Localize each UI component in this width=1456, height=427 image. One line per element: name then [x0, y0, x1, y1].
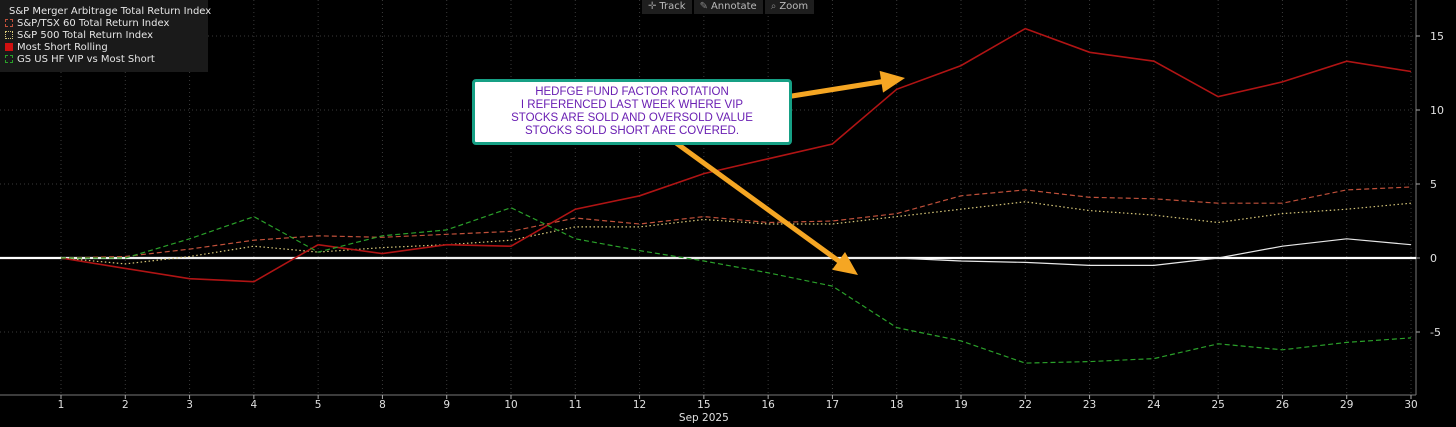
x-tick-label: 18	[890, 399, 903, 411]
arrow-to-vip	[669, 137, 842, 264]
arrow-to-vip-head	[832, 252, 858, 275]
x-tick-label: 16	[761, 399, 775, 411]
arrow-to-most-short-head	[879, 70, 905, 93]
y-tick-label: 10	[1430, 104, 1444, 117]
y-tick-label: 5	[1430, 178, 1437, 191]
x-tick-label: 8	[379, 399, 386, 411]
legend-label: Most Short Rolling	[17, 41, 108, 53]
legend-item[interactable]: Most Short Rolling	[0, 41, 208, 53]
legend-label: S&P Merger Arbitrage Total Return Index	[9, 5, 212, 17]
x-tick-label: 3	[186, 399, 193, 411]
x-tick-label: 25	[1211, 399, 1224, 411]
legend-item[interactable]: GS US HF VIP vs Most Short	[0, 53, 208, 65]
y-tick-label: 15	[1430, 30, 1444, 43]
x-tick-label: 22	[1019, 399, 1032, 411]
annotation-callout: HEDFGE FUND FACTOR ROTATION I REFERENCED…	[472, 79, 792, 145]
chart-toolbar: ✛ Track ✎ Annotate ⌕ Zoom	[642, 0, 816, 14]
callout-line: HEDFGE FUND FACTOR ROTATION	[535, 86, 729, 98]
series-line	[60, 186, 1412, 259]
crosshair-icon: ✛	[648, 1, 657, 12]
x-tick-label: 2	[122, 399, 129, 411]
x-tick-label: 19	[954, 399, 967, 411]
x-tick-label: 30	[1404, 399, 1417, 411]
legend: S&P Merger Arbitrage Total Return Index …	[0, 0, 212, 72]
legend-item[interactable]: S&P Merger Arbitrage Total Return Index	[0, 5, 212, 17]
series-line	[61, 207, 1412, 364]
series-line	[60, 201, 1412, 265]
x-tick-label: 23	[1083, 399, 1096, 411]
legend-item[interactable]: S&P 500 Total Return Index	[0, 29, 208, 41]
x-tick-label: 4	[251, 399, 258, 411]
legend-label: S&P 500 Total Return Index	[17, 29, 154, 41]
x-tick-label: 29	[1340, 399, 1353, 411]
x-axis-label: Sep 2025	[679, 412, 729, 424]
series-line	[60, 27, 1412, 283]
x-tick-label: 17	[826, 399, 839, 411]
callout-line: STOCKS SOLD SHORT ARE COVERED.	[524, 125, 740, 137]
arrow-to-most-short	[789, 79, 884, 99]
legend-label: S&P/TSX 60 Total Return Index	[17, 17, 170, 29]
x-tick-label: 9	[443, 399, 450, 411]
x-tick-label: 15	[697, 399, 710, 411]
track-button[interactable]: ✛ Track	[642, 0, 692, 14]
y-tick-label: 0	[1430, 252, 1437, 265]
legend-swatch	[5, 19, 13, 27]
legend-label: GS US HF VIP vs Most Short	[17, 53, 155, 65]
series-lines	[0, 27, 1416, 364]
callout-line: I REFERENCED LAST WEEK WHERE VIP	[520, 99, 744, 111]
series-line	[61, 238, 1412, 266]
annotate-button[interactable]: ✎ Annotate	[693, 0, 763, 14]
x-tick-label: 11	[569, 399, 582, 411]
x-tick-label: 26	[1276, 399, 1290, 411]
magnifier-icon: ⌕	[770, 1, 777, 12]
y-tick-label: -5	[1430, 326, 1441, 339]
x-tick-label: 10	[504, 399, 517, 411]
x-tick-label: 12	[633, 399, 646, 411]
x-tick-label: 5	[315, 399, 322, 411]
grid-lines	[0, 0, 1416, 395]
legend-item[interactable]: S&P/TSX 60 Total Return Index	[0, 17, 208, 29]
x-tick-label: 24	[1147, 399, 1161, 411]
pencil-icon: ✎	[699, 1, 708, 12]
legend-swatch	[5, 55, 13, 63]
x-tick-label: 1	[58, 399, 65, 411]
zoom-button[interactable]: ⌕ Zoom	[764, 0, 815, 14]
callout-line: STOCKS ARE SOLD AND OVERSOLD VALUE	[511, 112, 753, 124]
legend-swatch	[5, 43, 13, 51]
legend-swatch	[5, 31, 13, 39]
